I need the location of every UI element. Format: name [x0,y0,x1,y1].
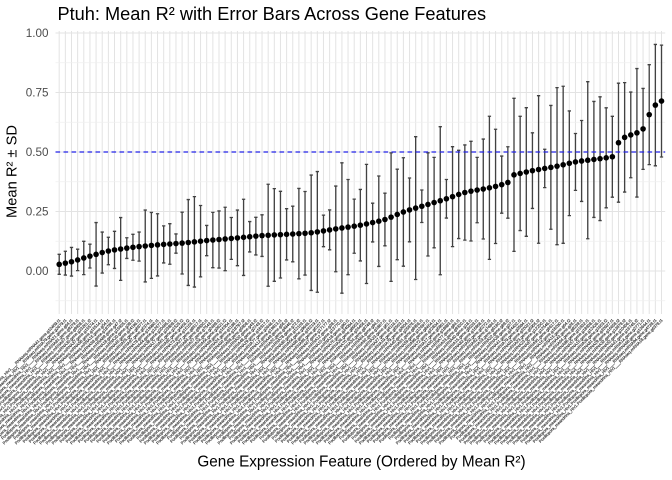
svg-text:Mean R² ± SD: Mean R² ± SD [5,125,21,218]
svg-text:0.25: 0.25 [26,206,49,219]
svg-text:Ptuh: Mean R² with Error Bars: Ptuh: Mean R² with Error Bars Across Gen… [58,4,487,24]
svg-text:Gene Expression Feature (Order: Gene Expression Feature (Ordered by Mean… [197,453,525,470]
svg-text:0.50: 0.50 [26,146,49,159]
svg-text:0.00: 0.00 [26,265,49,278]
svg-text:0.75: 0.75 [26,87,49,100]
svg-text:1.00: 1.00 [26,27,49,40]
